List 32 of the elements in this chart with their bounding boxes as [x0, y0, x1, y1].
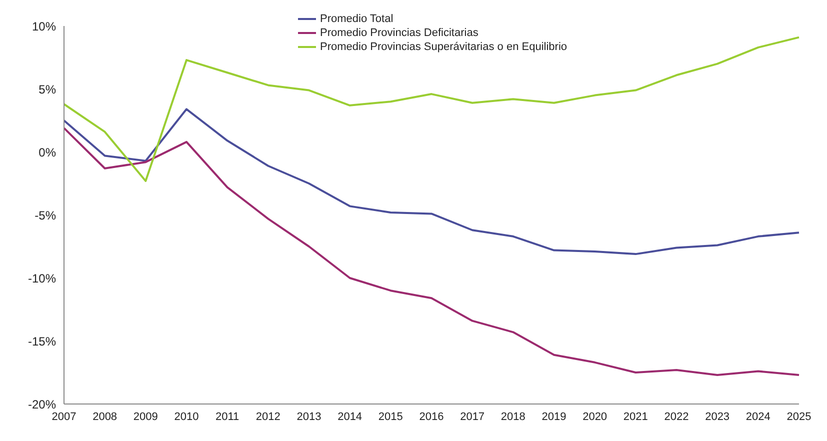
x-tick-label: 2007 [52, 410, 76, 423]
x-tick-label: 2024 [746, 410, 770, 423]
x-tick-label: 2022 [664, 410, 689, 423]
x-tick-label: 2019 [542, 410, 566, 423]
x-tick-label: 2015 [378, 410, 403, 423]
x-tick-label: 2012 [256, 410, 280, 423]
x-tick-label: 2023 [705, 410, 730, 423]
y-tick-label: -15% [28, 334, 56, 348]
x-tick-label: 2008 [92, 410, 118, 423]
legend-label: Promedio Provincias Deficitarias [320, 26, 478, 40]
line-series [63, 36, 800, 182]
x-tick-label: 2025 [786, 410, 812, 423]
x-tick-label: 2011 [216, 410, 240, 423]
x-tick-label: 2013 [296, 410, 322, 423]
y-tick-label: -10% [28, 271, 56, 286]
x-tick-label: 2014 [338, 410, 362, 423]
x-tick-label: 2018 [500, 410, 526, 423]
x-tick-label: 2020 [582, 410, 608, 423]
x-tick-label: 2017 [460, 410, 485, 423]
y-tick-label: -5% [34, 208, 56, 222]
legend-label: Promedio Provincias Superávitarias o en Equilibrio [320, 40, 568, 54]
x-tick-label: 2009 [133, 410, 158, 423]
x-tick-label: 2016 [419, 410, 444, 423]
line-series [63, 127, 800, 376]
y-tick-label: 10% [32, 19, 56, 34]
y-tick-label: 5% [38, 82, 56, 96]
line-series [63, 108, 800, 256]
y-tick-label: -20% [28, 397, 56, 412]
x-tick-label: 2021 [623, 410, 648, 423]
legend-label: Promedio Total [320, 12, 394, 26]
y-tick-label: 0% [38, 145, 56, 160]
x-tick-label: 2010 [174, 410, 199, 423]
